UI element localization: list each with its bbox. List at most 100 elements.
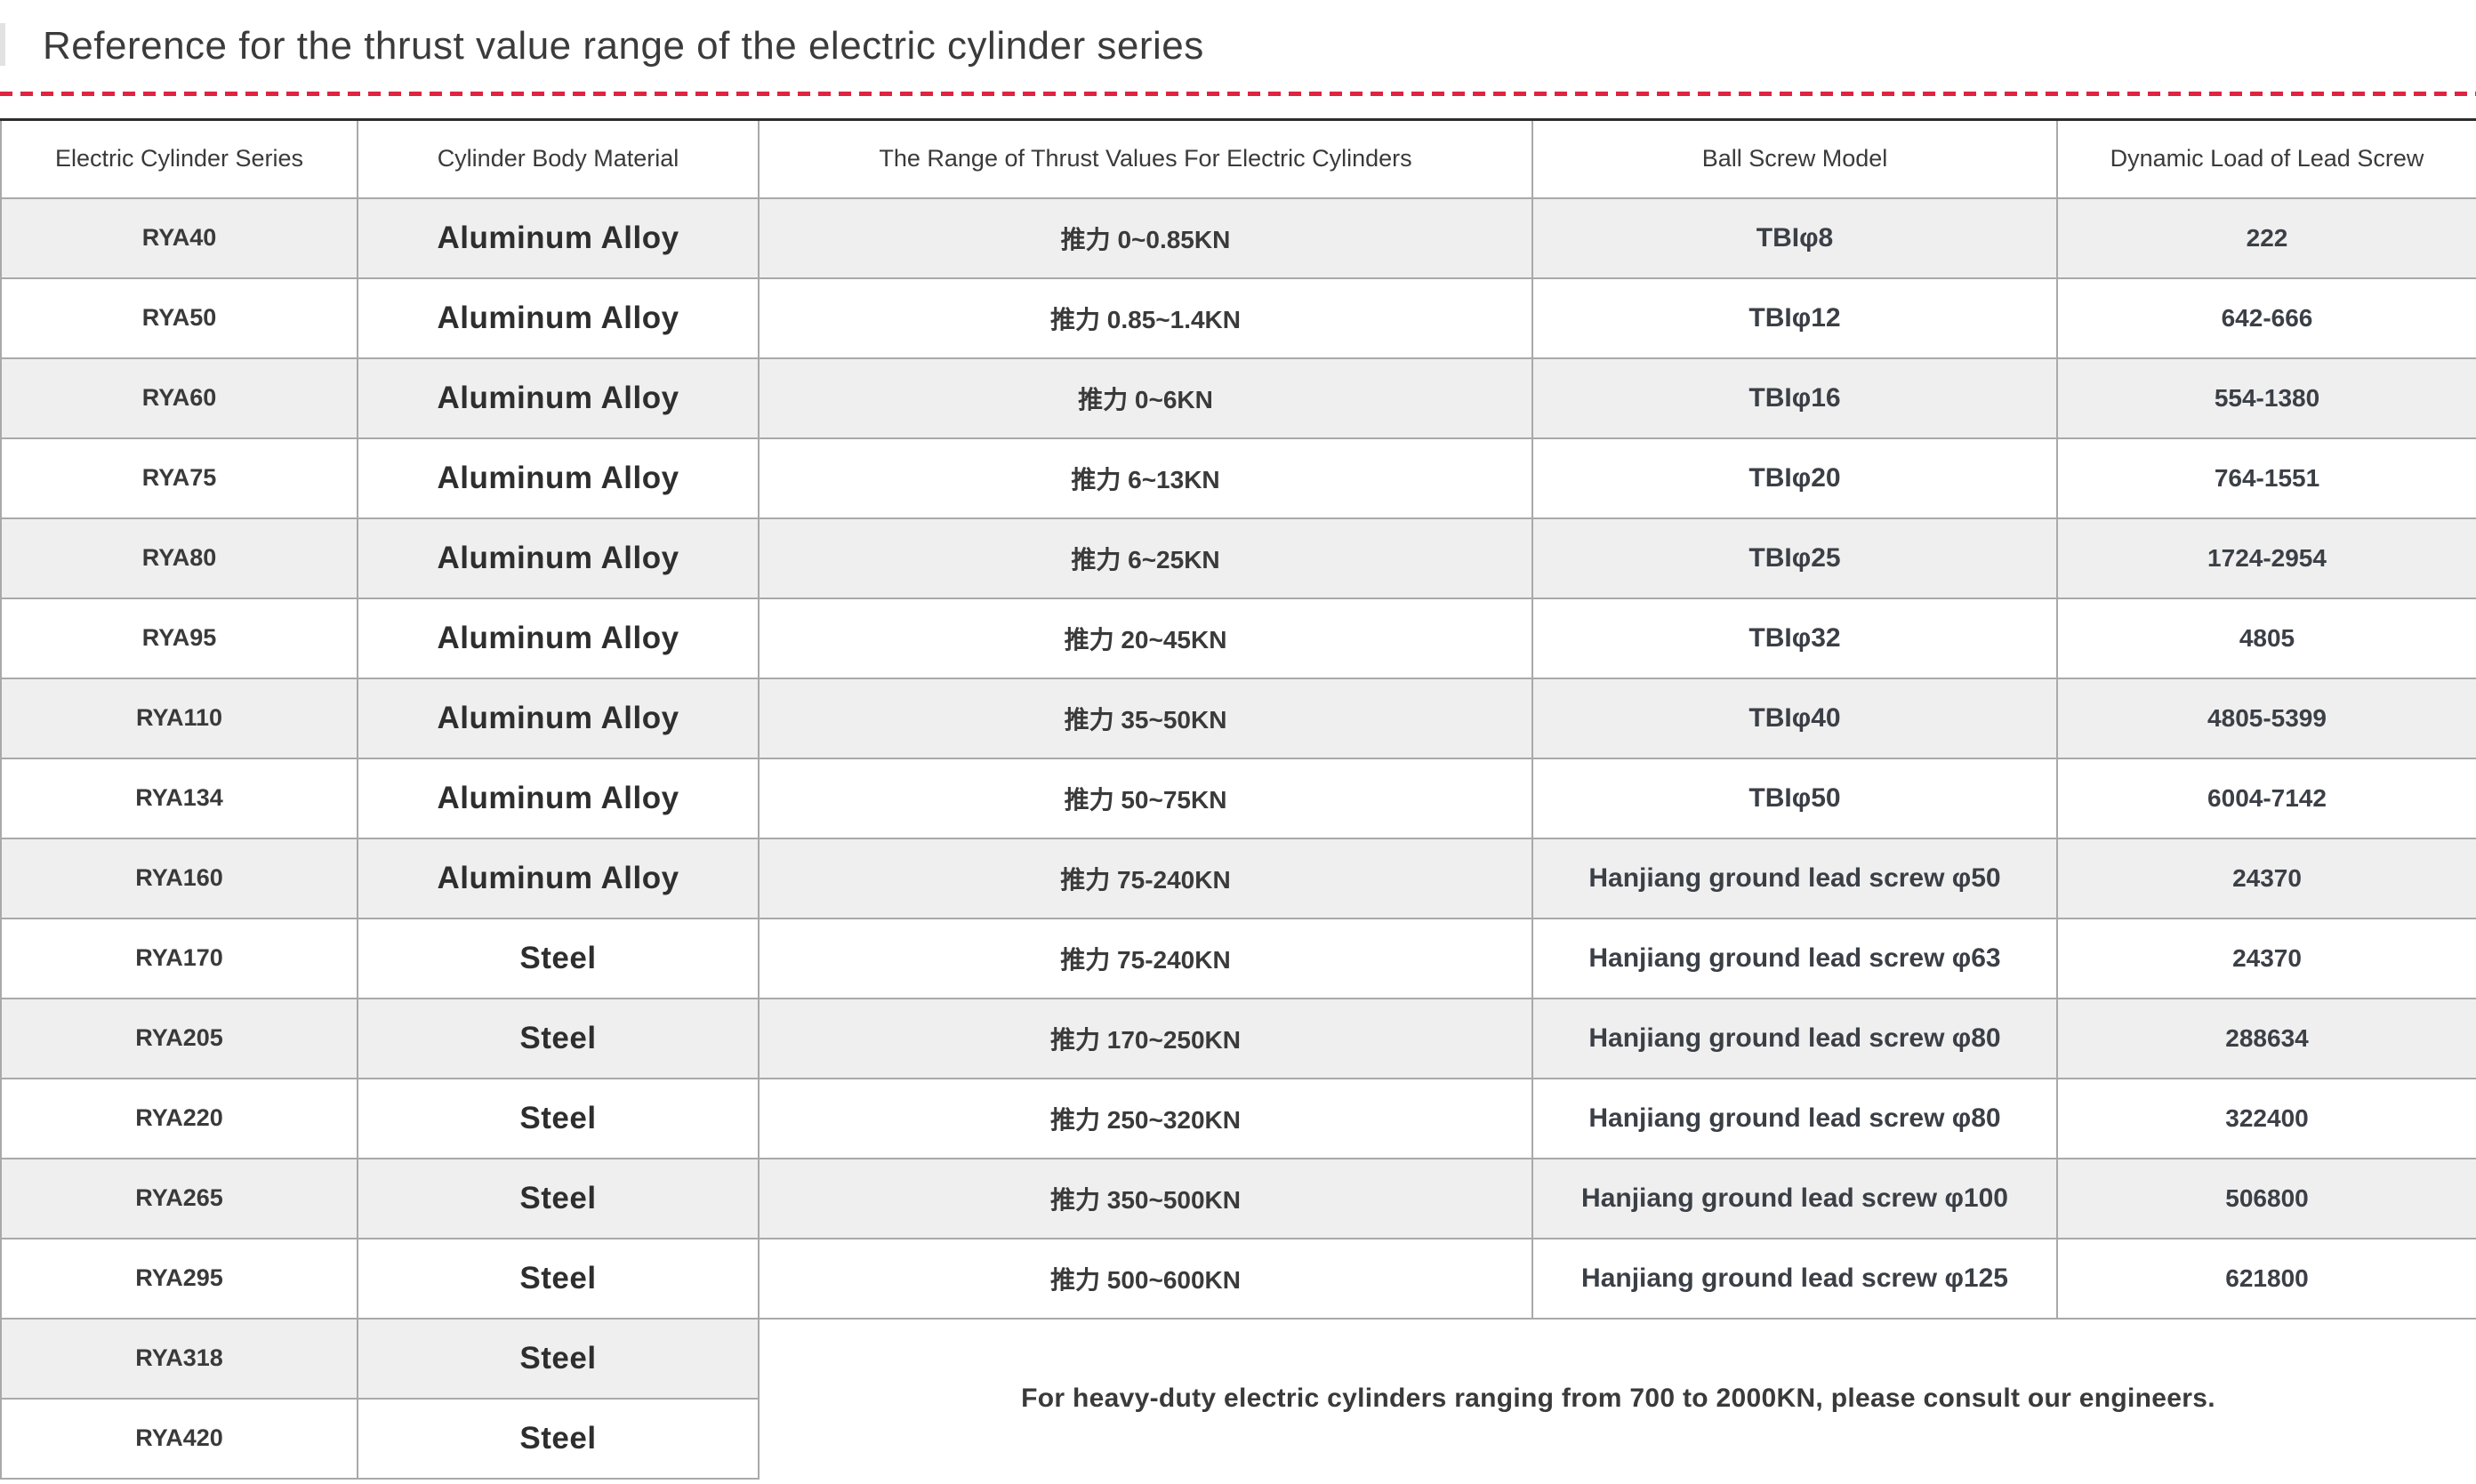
screw-cell: Hanjiang ground lead screw φ63	[1531, 917, 2058, 999]
material-cell: Aluminum Alloy	[357, 437, 760, 519]
thrust-cell: 推力 170~250KN	[758, 997, 1533, 1079]
screw-cell: Hanjiang ground lead screw φ80	[1531, 1077, 2058, 1159]
thrust-cell: 推力 0~6KN	[758, 357, 1533, 439]
series-cell: RYA75	[0, 437, 358, 519]
material-cell: Aluminum Alloy	[357, 757, 760, 839]
series-cell: RYA50	[0, 277, 358, 359]
table-row: RYA40 Aluminum Alloy 推力 0~0.85KN TBIφ8 2…	[0, 197, 2476, 279]
thrust-cell: 推力 35~50KN	[758, 677, 1533, 759]
load-cell: 1724-2954	[2056, 517, 2476, 599]
series-cell: RYA80	[0, 517, 358, 599]
thrust-cell: 推力 0.85~1.4KN	[758, 277, 1533, 359]
material-cell: Aluminum Alloy	[357, 277, 760, 359]
table-row: RYA134 Aluminum Alloy 推力 50~75KN TBIφ50 …	[0, 757, 2476, 839]
header-row: Electric Cylinder Series Cylinder Body M…	[0, 118, 2476, 199]
load-cell: 24370	[2056, 917, 2476, 999]
screw-cell: Hanjiang ground lead screw φ100	[1531, 1157, 2058, 1239]
material-cell: Aluminum Alloy	[357, 837, 760, 919]
screw-cell: TBIφ12	[1531, 277, 2058, 359]
header-cell-screw: Ball Screw Model	[1531, 118, 2058, 199]
header-cell-series: Electric Cylinder Series	[0, 118, 358, 199]
table-row: RYA170 Steel 推力 75-240KN Hanjiang ground…	[0, 917, 2476, 999]
series-cell: RYA160	[0, 837, 358, 919]
material-cell: Aluminum Alloy	[357, 517, 760, 599]
table-row: RYA75 Aluminum Alloy 推力 6~13KN TBIφ20 76…	[0, 437, 2476, 519]
series-cell: RYA40	[0, 197, 358, 279]
dashed-divider	[0, 92, 2476, 96]
table-row: RYA220 Steel 推力 250~320KN Hanjiang groun…	[0, 1077, 2476, 1159]
thrust-cell: 推力 50~75KN	[758, 757, 1533, 839]
thrust-cell: 推力 250~320KN	[758, 1077, 1533, 1159]
title-accent-bar	[0, 23, 5, 66]
load-cell: 621800	[2056, 1237, 2476, 1320]
load-cell: 222	[2056, 197, 2476, 279]
screw-cell: TBIφ25	[1531, 517, 2058, 599]
thrust-cell: 推力 0~0.85KN	[758, 197, 1533, 279]
header-cell-material: Cylinder Body Material	[357, 118, 760, 199]
screw-cell: TBIφ32	[1531, 597, 2058, 679]
series-cell: RYA220	[0, 1077, 358, 1159]
thrust-reference-table: Electric Cylinder Series Cylinder Body M…	[0, 118, 2476, 1480]
thrust-cell: 推力 20~45KN	[758, 597, 1533, 679]
table-row: RYA95 Aluminum Alloy 推力 20~45KN TBIφ32 4…	[0, 597, 2476, 679]
load-cell: 506800	[2056, 1157, 2476, 1239]
table-row: RYA110 Aluminum Alloy 推力 35~50KN TBIφ40 …	[0, 677, 2476, 759]
table-row: RYA80 Aluminum Alloy 推力 6~25KN TBIφ25 17…	[0, 517, 2476, 599]
series-cell: RYA95	[0, 597, 358, 679]
series-cell: RYA265	[0, 1157, 358, 1239]
load-cell: 554-1380	[2056, 357, 2476, 439]
thrust-cell: 推力 350~500KN	[758, 1157, 1533, 1239]
material-cell: Steel	[357, 1077, 760, 1159]
series-cell: RYA134	[0, 757, 358, 839]
title-bar: Reference for the thrust value range of …	[0, 0, 2476, 92]
material-cell: Steel	[357, 1237, 760, 1320]
series-cell: RYA170	[0, 917, 358, 999]
page-title: Reference for the thrust value range of …	[43, 23, 1204, 68]
thrust-cell: 推力 6~25KN	[758, 517, 1533, 599]
table-row: RYA265 Steel 推力 350~500KN Hanjiang groun…	[0, 1157, 2476, 1239]
screw-cell: TBIφ40	[1531, 677, 2058, 759]
load-cell: 764-1551	[2056, 437, 2476, 519]
heavy-duty-note-cell: For heavy-duty electric cylinders rangin…	[758, 1317, 2476, 1479]
screw-cell: Hanjiang ground lead screw φ125	[1531, 1237, 2058, 1320]
material-cell: Steel	[357, 1157, 760, 1239]
table-row: RYA295 Steel 推力 500~600KN Hanjiang groun…	[0, 1237, 2476, 1320]
series-cell: RYA420	[0, 1397, 358, 1480]
table-row: RYA160 Aluminum Alloy 推力 75-240KN Hanjia…	[0, 837, 2476, 919]
load-cell: 24370	[2056, 837, 2476, 919]
material-cell: Aluminum Alloy	[357, 597, 760, 679]
table-row: RYA60 Aluminum Alloy 推力 0~6KN TBIφ16 554…	[0, 357, 2476, 439]
load-cell: 4805	[2056, 597, 2476, 679]
screw-cell: TBIφ8	[1531, 197, 2058, 279]
material-cell: Aluminum Alloy	[357, 357, 760, 439]
thrust-cell: 推力 500~600KN	[758, 1237, 1533, 1320]
table-row: RYA318 Steel For heavy-duty electric cyl…	[0, 1317, 2476, 1479]
series-cell: RYA205	[0, 997, 358, 1079]
series-cell: RYA60	[0, 357, 358, 439]
screw-cell: Hanjiang ground lead screw φ50	[1531, 837, 2058, 919]
material-cell: Aluminum Alloy	[357, 197, 760, 279]
header-cell-thrust: The Range of Thrust Values For Electric …	[758, 118, 1533, 199]
screw-cell: TBIφ16	[1531, 357, 2058, 439]
series-cell: RYA110	[0, 677, 358, 759]
material-cell: Aluminum Alloy	[357, 677, 760, 759]
material-cell: Steel	[357, 1317, 760, 1400]
load-cell: 4805-5399	[2056, 677, 2476, 759]
thrust-cell: 推力 75-240KN	[758, 837, 1533, 919]
series-cell: RYA318	[0, 1317, 358, 1400]
screw-cell: TBIφ50	[1531, 757, 2058, 839]
material-cell: Steel	[357, 917, 760, 999]
screw-cell: TBIφ20	[1531, 437, 2058, 519]
table-row: RYA205 Steel 推力 170~250KN Hanjiang groun…	[0, 997, 2476, 1079]
load-cell: 642-666	[2056, 277, 2476, 359]
thrust-cell: 推力 75-240KN	[758, 917, 1533, 999]
table-row: RYA50 Aluminum Alloy 推力 0.85~1.4KN TBIφ1…	[0, 277, 2476, 359]
load-cell: 322400	[2056, 1077, 2476, 1159]
series-cell: RYA295	[0, 1237, 358, 1320]
load-cell: 6004-7142	[2056, 757, 2476, 839]
material-cell: Steel	[357, 997, 760, 1079]
table-row: RYA420 Steel	[0, 1397, 2476, 1480]
material-cell: Steel	[357, 1397, 760, 1480]
thrust-cell: 推力 6~13KN	[758, 437, 1533, 519]
load-cell: 288634	[2056, 997, 2476, 1079]
